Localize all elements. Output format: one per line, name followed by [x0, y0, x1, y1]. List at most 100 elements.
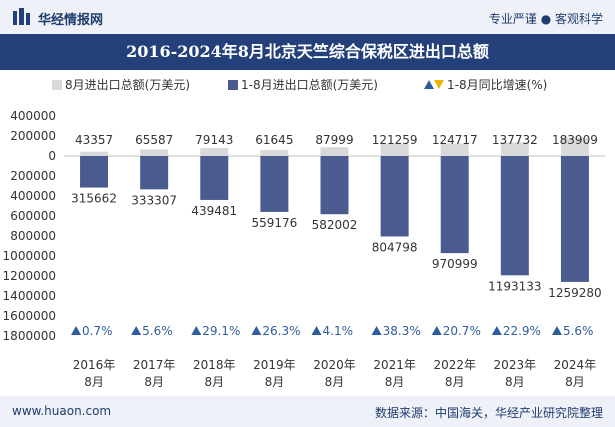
growth-marker	[311, 326, 322, 335]
x-tick-label: 2018年	[193, 358, 236, 372]
x-tick-label: 8月	[505, 375, 525, 389]
x-tick-label: 8月	[204, 375, 224, 389]
month-value-label: 87999	[315, 133, 353, 147]
month-bar	[200, 148, 229, 156]
month-bar	[440, 143, 469, 156]
cumulative-bar	[200, 156, 229, 200]
title-bar: 2016-2024年8月北京天竺综合保税区进出口总额	[0, 34, 615, 70]
x-tick-label: 8月	[565, 375, 585, 389]
footer-site: www.huaon.com	[12, 404, 112, 418]
legend-up-triangle-icon	[424, 80, 434, 89]
legend: 8月进出口总额(万美元) 1-8月进出口总额(万美元) 1-8月同比增速(%)	[0, 76, 615, 94]
legend-swatch-month	[52, 80, 62, 90]
cumulative-bar	[560, 156, 589, 282]
y-tick-label: 400000	[10, 109, 56, 123]
y-tick-label: 1800000	[3, 329, 56, 343]
cumulative-bar	[380, 156, 409, 237]
legend-label-month: 8月进出口总额(万美元)	[65, 78, 190, 92]
cumulative-bar	[320, 156, 349, 215]
y-tick-label: 800000	[10, 229, 56, 243]
cumulative-value-label: 559176	[251, 216, 297, 230]
cumulative-value-label: 970999	[432, 257, 478, 271]
month-value-label: 79143	[195, 133, 233, 147]
growth-value-label: 20.7%	[443, 324, 481, 338]
month-value-label: 183909	[552, 133, 598, 147]
x-tick-label: 8月	[144, 375, 164, 389]
x-tick-label: 2022年	[433, 358, 476, 372]
huaon-logo-icon	[13, 8, 30, 25]
header-bar: 华经情报网 专业严谨 ● 客观科学	[0, 0, 615, 34]
cumulative-bar	[440, 156, 469, 254]
footer-source: 数据来源：中国海关，华经产业研究院整理	[374, 406, 603, 420]
month-bar	[80, 151, 109, 156]
x-tick-label: 2019年	[253, 358, 296, 372]
growth-marker	[71, 326, 82, 335]
bar-chart: 400000 200000 0 200000 400000 600000 800000 100…	[3, 109, 605, 389]
y-tick-label: 1200000	[3, 269, 56, 283]
month-value-label: 43357	[75, 133, 113, 147]
growth-marker	[131, 326, 142, 335]
y-tick-label: 1400000	[3, 289, 56, 303]
cumulative-value-label: 804798	[372, 240, 418, 254]
month-bar	[560, 137, 589, 156]
growth-marker	[491, 326, 502, 335]
growth-value-label: 26.3%	[262, 324, 300, 338]
growth-marker	[371, 326, 382, 335]
growth-marker	[191, 326, 202, 335]
x-tick-label: 8月	[445, 375, 465, 389]
legend-swatch-cumulative	[228, 80, 238, 90]
month-bar	[140, 149, 169, 156]
cumulative-bar	[80, 156, 109, 188]
tagline: 专业严谨 ● 客观科学	[488, 12, 603, 26]
legend-item-growth: 1-8月同比增速(%)	[424, 76, 547, 94]
growth-value-label: 4.1%	[323, 324, 354, 338]
month-value-label: 137732	[492, 133, 538, 147]
footer-bar: www.huaon.com 数据来源：中国海关，华经产业研究院整理	[0, 396, 615, 427]
chart-title: 2016-2024年8月北京天竺综合保税区进出口总额	[126, 42, 489, 61]
cumulative-bar	[140, 156, 169, 190]
growth-value-label: 22.9%	[503, 324, 541, 338]
y-tick-label: 0	[48, 149, 56, 163]
month-bar	[320, 147, 349, 156]
month-value-label: 61645	[255, 133, 293, 147]
growth-value-label: 0.7%	[82, 324, 113, 338]
growth-value-label: 5.6%	[142, 324, 173, 338]
x-tick-label: 8月	[265, 375, 285, 389]
cumulative-value-label: 1259280	[548, 286, 601, 300]
x-tick-label: 2024年	[554, 358, 597, 372]
y-tick-label: 1600000	[3, 309, 56, 323]
growth-marker	[551, 326, 562, 335]
legend-down-triangle-icon	[434, 80, 444, 89]
x-tick-label: 2017年	[133, 358, 176, 372]
x-tick-label: 2016年	[73, 358, 116, 372]
x-tick-label: 8月	[385, 375, 405, 389]
growth-value-label: 38.3%	[383, 324, 421, 338]
month-bar	[500, 142, 529, 156]
x-tick-label: 2020年	[313, 358, 356, 372]
y-tick-label: 1000000	[3, 249, 56, 263]
cumulative-bar	[500, 156, 529, 276]
y-tick-label: 200000	[10, 129, 56, 143]
x-tick-label: 8月	[84, 375, 104, 389]
growth-value-label: 5.6%	[563, 324, 594, 338]
x-tick-label: 8月	[325, 375, 345, 389]
y-tick-label: 600000	[10, 209, 56, 223]
legend-item-month: 8月进出口总额(万美元)	[52, 76, 190, 94]
brand-name: 华经情报网	[38, 13, 104, 28]
x-tick-label: 2021年	[373, 358, 416, 372]
x-tick-label: 2023年	[494, 358, 537, 372]
cumulative-value-label: 1193133	[488, 279, 541, 293]
y-tick-label: 200000	[10, 169, 56, 183]
legend-label-growth: 1-8月同比增速(%)	[447, 78, 548, 92]
cumulative-value-label: 315662	[71, 192, 117, 206]
growth-marker	[431, 326, 442, 335]
month-value-label: 121259	[372, 133, 418, 147]
y-tick-label: 400000	[10, 189, 56, 203]
legend-item-cumulative: 1-8月进出口总额(万美元)	[228, 76, 378, 94]
month-value-label: 124717	[432, 133, 478, 147]
cumulative-value-label: 439481	[191, 204, 237, 218]
growth-value-label: 29.1%	[202, 324, 240, 338]
month-bar	[260, 149, 289, 156]
cumulative-value-label: 582002	[312, 218, 358, 232]
cumulative-value-label: 333307	[131, 193, 177, 207]
